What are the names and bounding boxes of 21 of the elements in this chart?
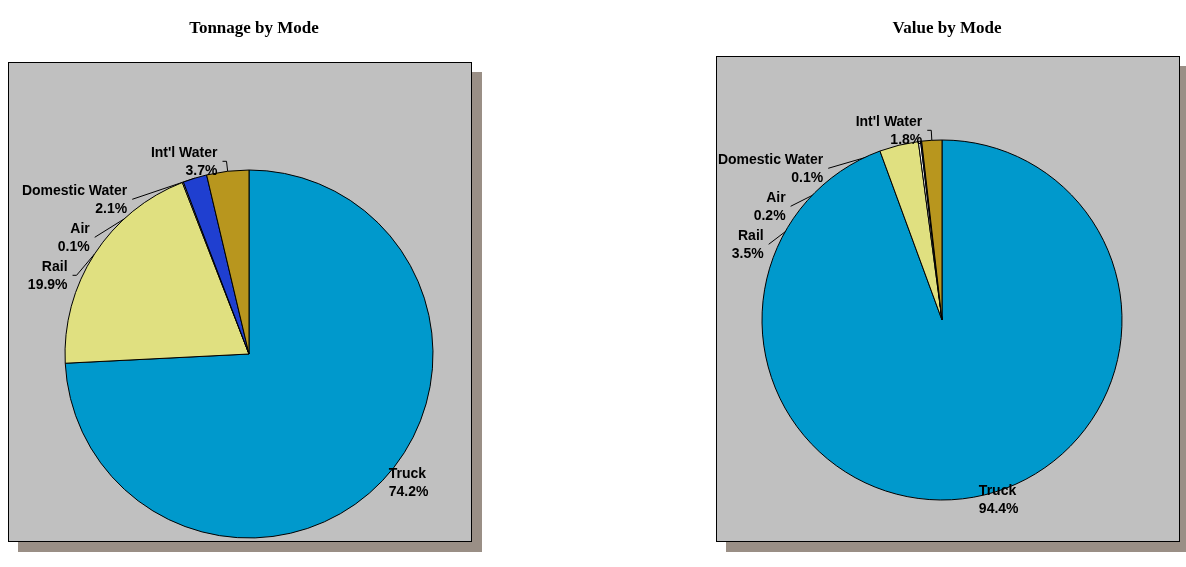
slice-label: Air [70,220,91,237]
slice-label: Rail [41,258,68,275]
slice-label: Truck [388,465,427,482]
slice-label: Domestic Water [21,182,128,199]
data-label: 0.1% [57,238,91,255]
data-label: 1.8% [890,131,923,148]
slice-label: Rail [737,227,764,244]
slice-label: Int'l Water [855,113,923,130]
data-label: 74.2% [388,483,430,500]
chart-title: Value by Mode [892,18,1002,37]
data-label: 3.7% [185,162,219,179]
data-label: 0.2% [753,207,787,224]
data-label: 94.4% [978,500,1020,517]
data-label: 2.1% [95,200,128,217]
chart-title: Tonnage by Mode [189,18,320,37]
slice-label: Air [766,189,787,206]
data-label: 0.1% [791,169,824,186]
data-label: 3.5% [731,245,765,262]
slice-label: Domestic Water [717,151,824,168]
slice-label: Int'l Water [150,144,219,161]
data-label: 19.9% [27,276,69,293]
